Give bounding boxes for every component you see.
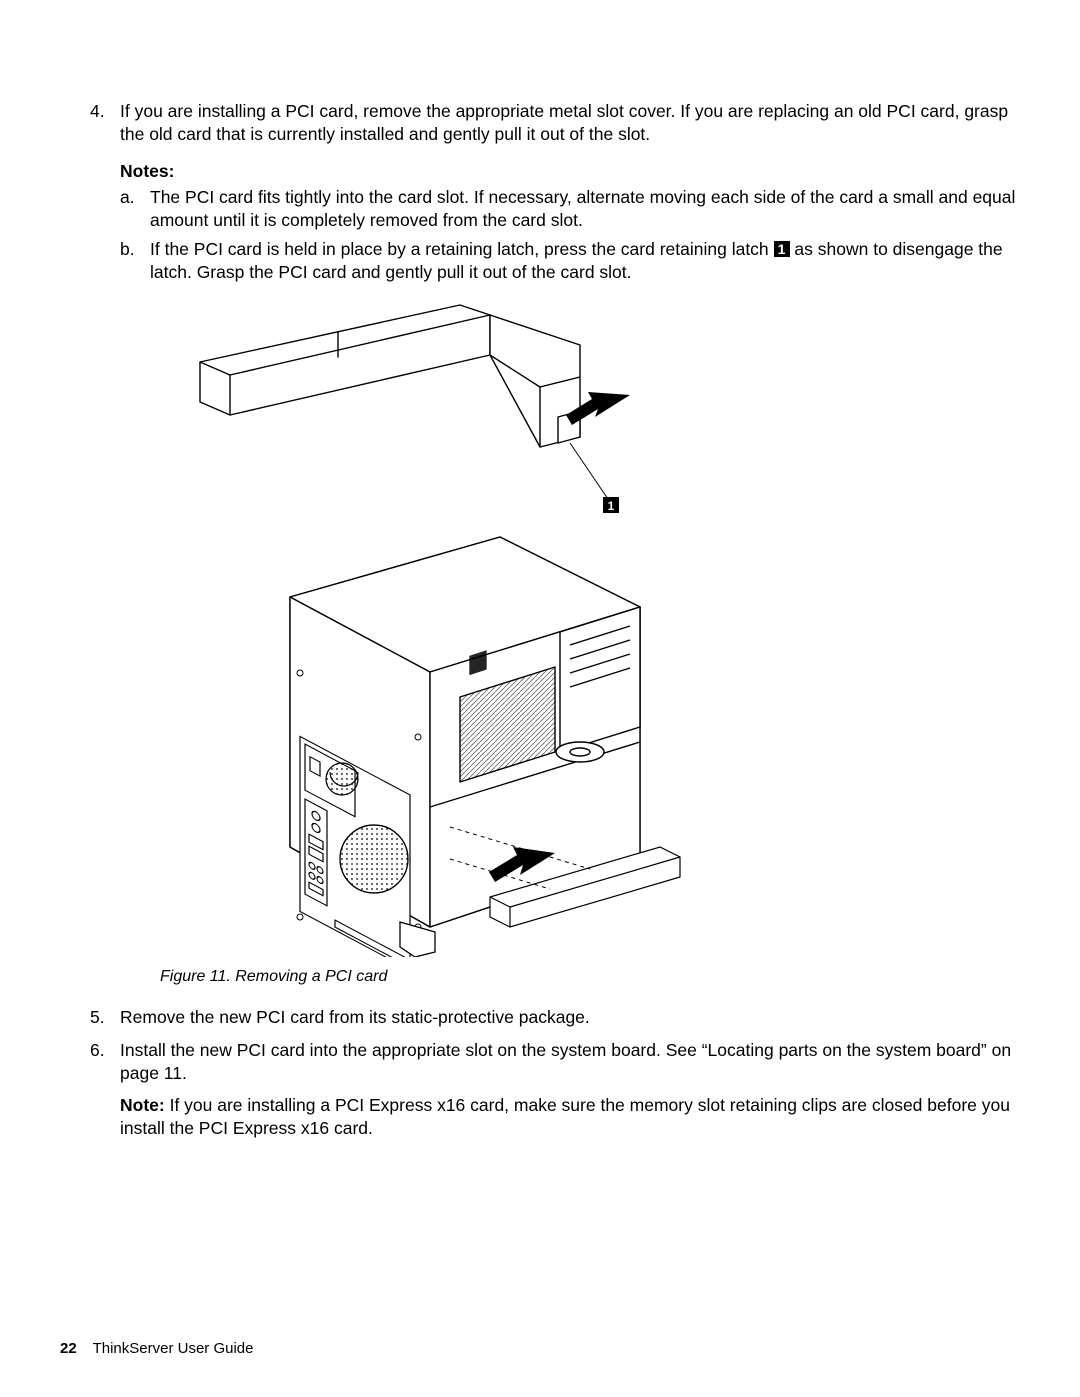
- latch-diagram: 1: [160, 297, 720, 527]
- note-body: If you are installing a PCI Express x16 …: [120, 1095, 1010, 1138]
- tower-diagram: [160, 527, 720, 957]
- page-content: 4. If you are installing a PCI card, rem…: [60, 100, 1020, 1140]
- note-bold: Note:: [120, 1095, 165, 1115]
- footer-title: ThinkServer User Guide: [93, 1340, 254, 1357]
- note-a: a. The PCI card fits tightly into the ca…: [120, 186, 1020, 232]
- step-6-note: Note: If you are installing a PCI Expres…: [120, 1094, 1020, 1140]
- step-list: 4. If you are installing a PCI card, rem…: [60, 100, 1020, 1140]
- step-text: If you are installing a PCI card, remove…: [120, 101, 1008, 144]
- notes-heading: Notes:: [120, 160, 1020, 183]
- step-text: Install the new PCI card into the approp…: [120, 1040, 1011, 1083]
- step-4: 4. If you are installing a PCI card, rem…: [60, 100, 1020, 988]
- note-b: b. If the PCI card is held in place by a…: [120, 238, 1020, 284]
- step-number: 4.: [90, 100, 105, 123]
- note-letter: a.: [120, 186, 135, 209]
- note-letter: b.: [120, 238, 135, 261]
- step-number: 5.: [90, 1006, 105, 1029]
- notes-list: a. The PCI card fits tightly into the ca…: [120, 186, 1020, 283]
- step-number: 6.: [90, 1039, 105, 1062]
- callout-label: 1: [608, 499, 615, 513]
- figure-caption: Figure 11. Removing a PCI card: [160, 967, 1020, 988]
- callout-ref-icon: 1: [774, 241, 790, 257]
- step-5: 5. Remove the new PCI card from its stat…: [60, 1006, 1020, 1029]
- page-footer: 22 ThinkServer User Guide: [60, 1340, 254, 1357]
- note-text: The PCI card fits tightly into the card …: [150, 187, 1015, 230]
- figure-11: 1: [160, 297, 1020, 988]
- step-text: Remove the new PCI card from its static-…: [120, 1007, 590, 1027]
- page-number: 22: [60, 1340, 77, 1357]
- note-text-pre: If the PCI card is held in place by a re…: [150, 239, 774, 259]
- step-6: 6. Install the new PCI card into the app…: [60, 1039, 1020, 1140]
